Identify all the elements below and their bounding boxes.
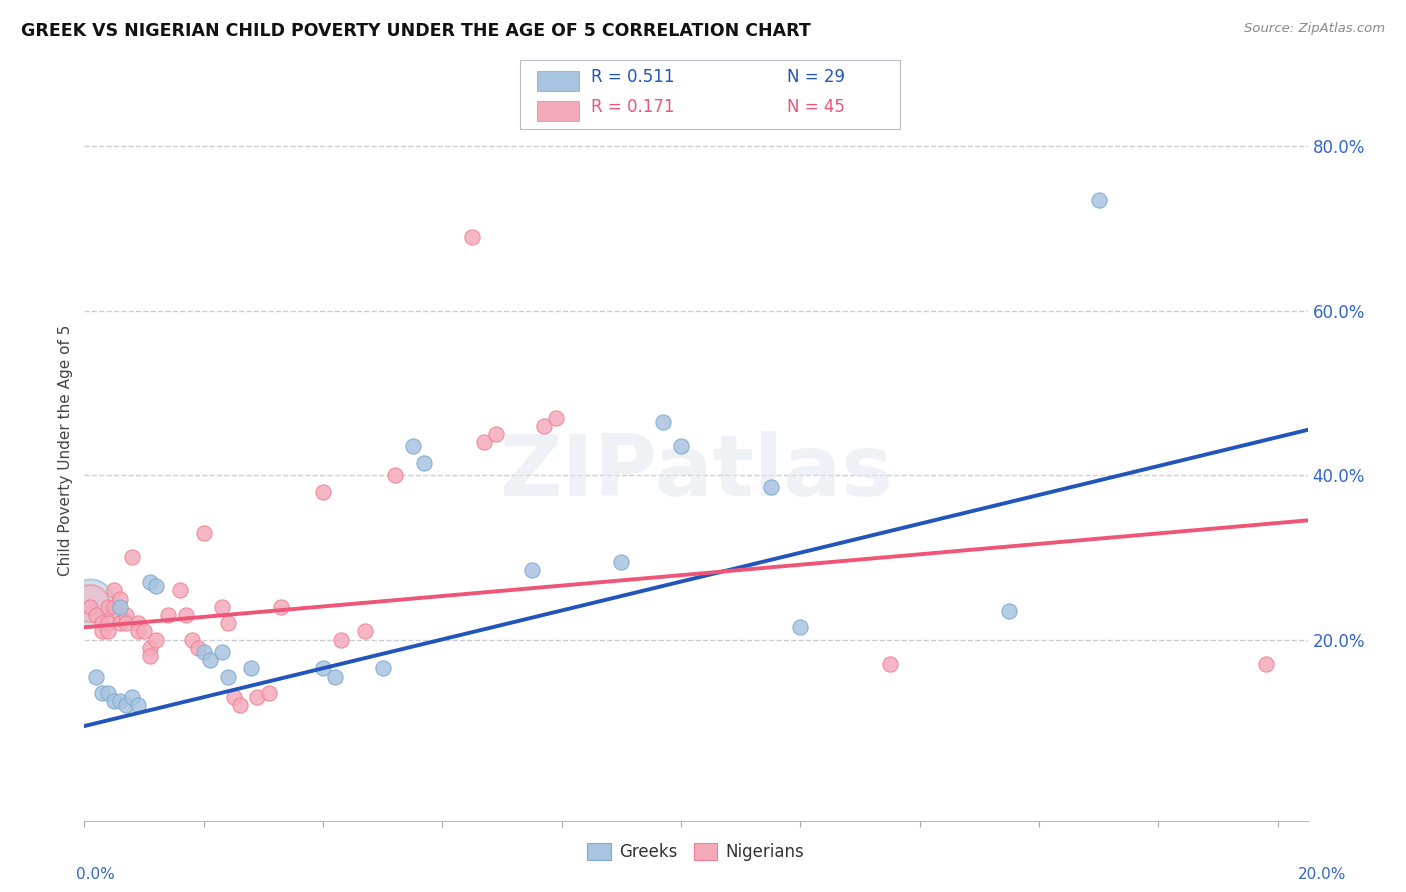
Point: [222, 690, 245, 705]
Point: [145, 632, 167, 647]
Point: [79, 596, 101, 610]
Point: [610, 554, 633, 569]
Point: [132, 624, 155, 639]
Point: [998, 604, 1021, 618]
Point: [139, 640, 162, 655]
Point: [228, 698, 250, 713]
Y-axis label: Child Poverty Under the Age of 5: Child Poverty Under the Age of 5: [58, 325, 73, 576]
Point: [217, 616, 239, 631]
Point: [187, 640, 209, 655]
Text: N = 29: N = 29: [787, 68, 845, 86]
Point: [108, 591, 131, 606]
Text: GREEK VS NIGERIAN CHILD POVERTY UNDER THE AGE OF 5 CORRELATION CHART: GREEK VS NIGERIAN CHILD POVERTY UNDER TH…: [21, 22, 811, 40]
Text: 20.0%: 20.0%: [1298, 867, 1346, 881]
Point: [323, 670, 346, 684]
Point: [789, 620, 811, 634]
Point: [240, 661, 263, 675]
Text: 0.0%: 0.0%: [76, 867, 115, 881]
Point: [115, 607, 138, 622]
Point: [127, 624, 149, 639]
Point: [174, 607, 197, 622]
Point: [108, 599, 131, 614]
Point: [211, 645, 233, 659]
Point: [413, 456, 436, 470]
Point: [246, 690, 269, 705]
Point: [652, 415, 675, 429]
Point: [259, 686, 281, 700]
Point: [371, 661, 394, 675]
Point: [103, 694, 125, 708]
Point: [353, 624, 375, 639]
Text: ZIPatlas: ZIPatlas: [499, 431, 893, 514]
Point: [103, 583, 125, 598]
Point: [879, 657, 901, 672]
Point: [121, 550, 143, 565]
Point: [198, 653, 221, 667]
Text: R = 0.171: R = 0.171: [591, 98, 673, 116]
Point: [180, 632, 202, 647]
Point: [533, 418, 555, 433]
Point: [312, 484, 335, 499]
Point: [312, 661, 335, 675]
Point: [401, 439, 423, 453]
Point: [193, 525, 215, 540]
Point: [127, 698, 149, 713]
Point: [156, 607, 179, 622]
Point: [669, 439, 692, 453]
Point: [84, 607, 107, 622]
Point: [759, 480, 782, 494]
Point: [461, 229, 484, 244]
Text: R = 0.511: R = 0.511: [591, 68, 673, 86]
Point: [329, 632, 352, 647]
Point: [79, 599, 101, 614]
Point: [145, 579, 167, 593]
Point: [384, 468, 406, 483]
Point: [97, 616, 120, 631]
Point: [108, 607, 131, 622]
Point: [91, 616, 114, 631]
Point: [169, 583, 191, 598]
Point: [485, 427, 508, 442]
Point: [79, 596, 101, 610]
Point: [270, 599, 292, 614]
Point: [115, 616, 138, 631]
Point: [139, 649, 162, 664]
Point: [97, 624, 120, 639]
Point: [544, 410, 567, 425]
Point: [97, 599, 120, 614]
Point: [520, 563, 543, 577]
Point: [97, 686, 120, 700]
Point: [121, 690, 143, 705]
Point: [103, 599, 125, 614]
Point: [115, 698, 138, 713]
Point: [91, 624, 114, 639]
Point: [91, 686, 114, 700]
Text: N = 45: N = 45: [787, 98, 845, 116]
Point: [139, 575, 162, 590]
Point: [1254, 657, 1277, 672]
Legend: Greeks, Nigerians: Greeks, Nigerians: [581, 837, 811, 868]
Point: [217, 670, 239, 684]
Point: [127, 616, 149, 631]
Point: [84, 670, 107, 684]
Point: [1087, 193, 1109, 207]
Point: [472, 435, 495, 450]
Point: [108, 694, 131, 708]
Point: [108, 616, 131, 631]
Point: [193, 645, 215, 659]
Point: [211, 599, 233, 614]
Text: Source: ZipAtlas.com: Source: ZipAtlas.com: [1244, 22, 1385, 36]
